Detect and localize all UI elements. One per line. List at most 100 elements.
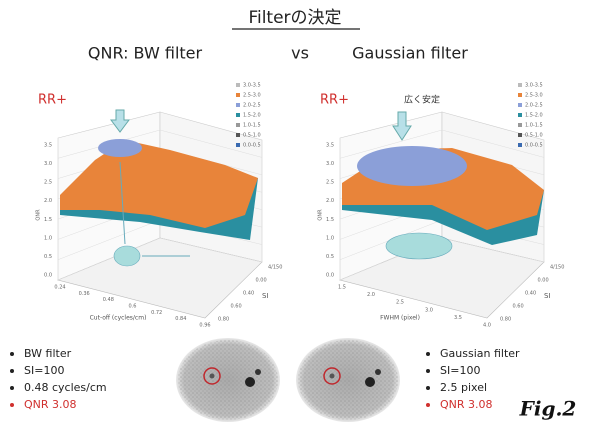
bullet bbox=[10, 386, 14, 390]
depth-tick-label: 0.00 bbox=[538, 278, 549, 284]
note-item: BW filter bbox=[24, 347, 72, 360]
legend-swatch bbox=[236, 83, 240, 87]
note-item: SI=100 bbox=[440, 364, 480, 377]
surface-plot: RR+ 3.0-3.5 2.5-3.0 2.0-2.5 1.5-2.0 1.0-1.5 0.… bbox=[36, 83, 283, 329]
bullet bbox=[426, 386, 430, 390]
panel-label: RR+ bbox=[320, 93, 349, 108]
depth-tick-label: 0.60 bbox=[231, 304, 242, 310]
x-tick-label: 0.48 bbox=[103, 297, 114, 303]
legend-swatch bbox=[518, 83, 522, 87]
z-tick-label: 0.0 bbox=[326, 273, 334, 279]
legend-label: 2.5-3.0 bbox=[243, 93, 261, 99]
depth-tick-label: 4/150 bbox=[268, 265, 282, 271]
bullet bbox=[10, 369, 14, 373]
panel-label: RR+ bbox=[38, 93, 67, 108]
subtitle-left: QNR: BW filter bbox=[88, 44, 203, 63]
legend-swatch bbox=[236, 123, 240, 127]
stable-region bbox=[386, 233, 452, 259]
z-tick-label: 2.0 bbox=[44, 198, 52, 204]
legend-swatch bbox=[236, 113, 240, 117]
legend-label: 1.0-1.5 bbox=[243, 123, 261, 129]
subtitle-right: Gaussian filter bbox=[352, 44, 468, 63]
x-tick-label: 2.0 bbox=[367, 292, 375, 298]
legend-label: 2.0-2.5 bbox=[525, 103, 543, 109]
z-axis-label: QNR bbox=[318, 209, 324, 221]
depth-axis-label: SI bbox=[262, 292, 269, 300]
z-tick-label: 0.5 bbox=[44, 254, 52, 260]
annotation: 広く安定 bbox=[404, 94, 440, 106]
depth-tick-label: 0.40 bbox=[243, 291, 254, 297]
legend-label: 2.0-2.5 bbox=[243, 103, 261, 109]
legend-swatch bbox=[518, 143, 522, 147]
z-tick-label: 3.5 bbox=[326, 143, 334, 149]
legend-swatch bbox=[236, 103, 240, 107]
bullet bbox=[10, 403, 14, 407]
z-tick-label: 3.0 bbox=[326, 161, 334, 167]
figure-caption: Fig.2 bbox=[519, 397, 577, 421]
legend-label: 0.5-1.0 bbox=[525, 133, 543, 139]
x-tick-label: 0.96 bbox=[199, 323, 210, 329]
x-tick-label: 2.5 bbox=[396, 300, 404, 306]
z-tick-label: 0.0 bbox=[44, 273, 52, 279]
legend-swatch bbox=[518, 103, 522, 107]
surface-plateau bbox=[357, 146, 467, 186]
subtitle-vs: vs bbox=[291, 44, 309, 63]
z-tick-label: 1.0 bbox=[44, 235, 52, 241]
legend-label: 1.0-1.5 bbox=[525, 123, 543, 129]
pet-image-right bbox=[296, 338, 400, 422]
x-tick-label: 0.84 bbox=[175, 316, 186, 322]
note-item: 0.48 cycles/cm bbox=[24, 381, 107, 394]
depth-tick-label: 0.60 bbox=[513, 304, 524, 310]
legend-swatch bbox=[518, 93, 522, 97]
legend-label: 1.5-2.0 bbox=[243, 113, 261, 119]
z-tick-label: 1.0 bbox=[326, 235, 334, 241]
x-tick-label: 0.72 bbox=[151, 310, 162, 316]
x-tick-label: 1.5 bbox=[338, 285, 346, 291]
legend-swatch bbox=[518, 133, 522, 137]
bullet bbox=[426, 403, 430, 407]
note-item: QNR 3.08 bbox=[440, 398, 493, 411]
depth-tick-label: 0.80 bbox=[500, 317, 511, 323]
depth-tick-label: 0.00 bbox=[256, 278, 267, 284]
z-tick-label: 0.5 bbox=[326, 254, 334, 260]
legend-swatch bbox=[518, 123, 522, 127]
x-tick-label: 4.0 bbox=[483, 323, 491, 329]
optimum-region bbox=[114, 246, 140, 266]
depth-tick-label: 0.80 bbox=[218, 317, 229, 323]
note-item: Gaussian filter bbox=[440, 347, 520, 360]
z-tick-label: 1.5 bbox=[44, 217, 52, 223]
legend-label: 0.0-0.5 bbox=[525, 143, 543, 149]
pet-image-left bbox=[176, 338, 280, 422]
x-tick-label: 3.5 bbox=[454, 315, 462, 321]
x-tick-label: 0.36 bbox=[79, 291, 90, 297]
legend-label: 2.5-3.0 bbox=[525, 93, 543, 99]
note-item: SI=100 bbox=[24, 364, 64, 377]
z-tick-label: 1.5 bbox=[326, 217, 334, 223]
z-tick-label: 2.5 bbox=[44, 180, 52, 186]
slide: Filterの決定 QNR: BW filter vs Gaussian fil… bbox=[0, 0, 591, 425]
depth-tick-label: 4/150 bbox=[550, 265, 564, 271]
legend-label: 1.5-2.0 bbox=[525, 113, 543, 119]
surface-plot: 広く安定 RR+ 3.0-3.5 2.5-3.0 2.0-2.5 1.5-2.0 1.0-1… bbox=[318, 83, 565, 329]
z-tick-label: 3.0 bbox=[44, 161, 52, 167]
bullet bbox=[426, 352, 430, 356]
x-tick-label: 0.24 bbox=[54, 285, 65, 291]
z-axis-label: QNR bbox=[36, 209, 42, 221]
bullet bbox=[10, 352, 14, 356]
x-tick-label: 0.6 bbox=[129, 304, 137, 310]
legend-label: 3.0-3.5 bbox=[243, 83, 261, 89]
z-tick-label: 2.5 bbox=[326, 180, 334, 186]
surface-peak bbox=[98, 139, 142, 157]
depth-axis-label: SI bbox=[544, 292, 551, 300]
depth-tick-label: 0.40 bbox=[525, 291, 536, 297]
x-axis-label: FWHM (pixel) bbox=[380, 315, 420, 322]
legend-swatch bbox=[236, 93, 240, 97]
z-tick-label: 2.0 bbox=[326, 198, 334, 204]
legend-swatch bbox=[236, 133, 240, 137]
legend-label: 3.0-3.5 bbox=[525, 83, 543, 89]
note-item: QNR 3.08 bbox=[24, 398, 77, 411]
note-item: 2.5 pixel bbox=[440, 381, 487, 394]
slide-title: Filterの決定 bbox=[248, 8, 341, 28]
legend-label: 0.5-1.0 bbox=[243, 133, 261, 139]
z-tick-label: 3.5 bbox=[44, 143, 52, 149]
